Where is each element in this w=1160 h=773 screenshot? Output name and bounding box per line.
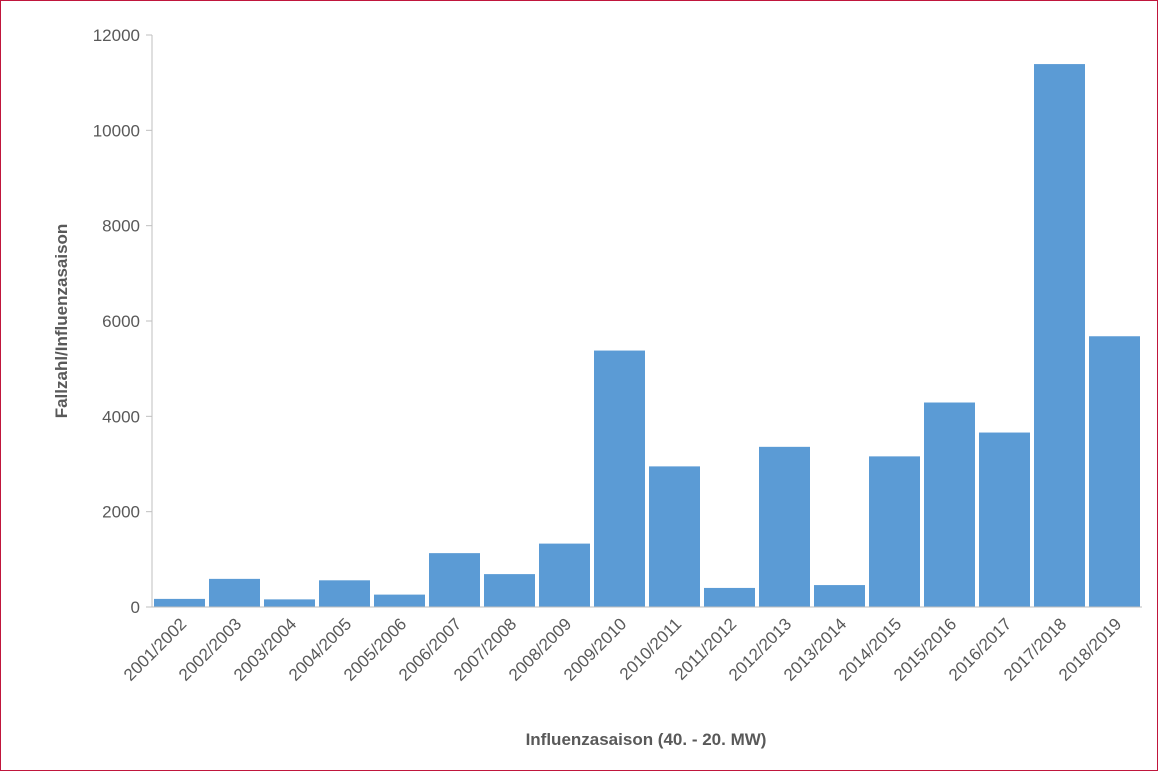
bar — [429, 553, 480, 607]
y-tick-label: 0 — [131, 598, 140, 617]
y-tick-label: 10000 — [93, 121, 140, 140]
bar — [319, 580, 370, 607]
bar — [484, 574, 535, 607]
bar — [1034, 64, 1085, 608]
bar — [154, 598, 205, 607]
bar — [209, 578, 260, 607]
bar — [979, 432, 1030, 607]
bar — [814, 585, 865, 607]
x-axis: 2001/20022002/20032003/20042004/20052005… — [120, 606, 1142, 685]
bar — [1089, 336, 1140, 607]
bar — [924, 402, 975, 607]
bar — [264, 599, 315, 607]
y-tick-label: 8000 — [102, 217, 140, 236]
x-axis-title: Influenzasaison (40. - 20. MW) — [526, 730, 767, 749]
y-tick-label: 4000 — [102, 407, 140, 426]
y-tick-label: 2000 — [102, 503, 140, 522]
y-axis: 0 2000 4000 6000 8000 10000 12000 — [93, 26, 153, 617]
bar — [869, 456, 920, 607]
bars — [154, 64, 1140, 608]
bar — [374, 594, 425, 607]
y-tick-label: 6000 — [102, 312, 140, 331]
bar — [649, 466, 700, 607]
y-tick-label: 12000 — [93, 26, 140, 45]
y-axis-title: Fallzahl/Influenzasaison — [52, 224, 71, 419]
bar — [759, 446, 810, 607]
bar — [594, 350, 645, 607]
bar — [539, 543, 590, 607]
bar — [704, 587, 755, 607]
